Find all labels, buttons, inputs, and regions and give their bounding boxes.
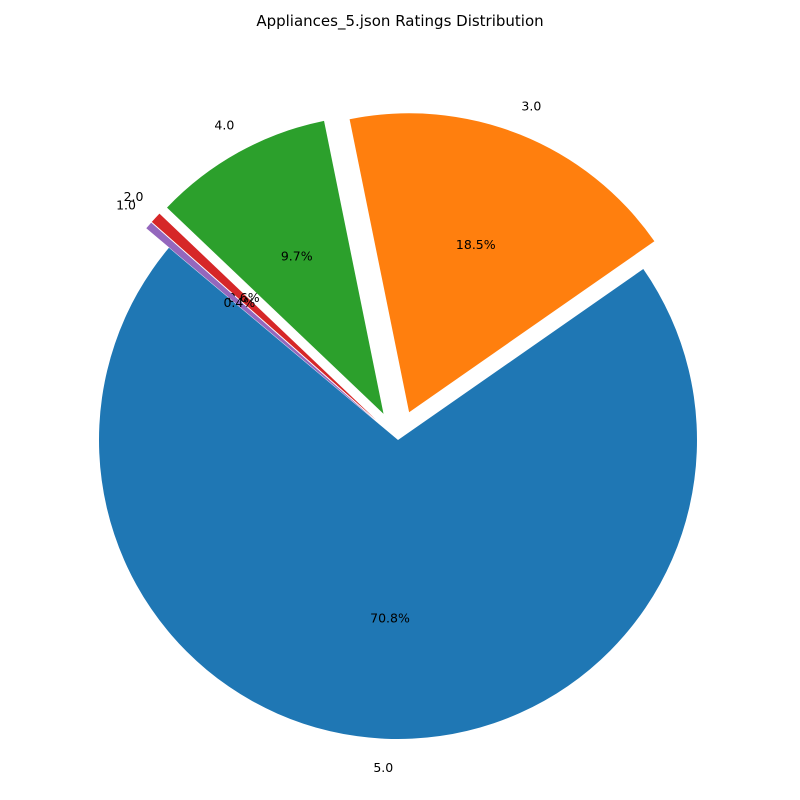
slice-label-1-0: 1.0 <box>116 197 136 212</box>
slice-percent-1-0: 0.4% <box>223 295 255 310</box>
slice-label-5-0: 5.0 <box>373 760 393 775</box>
chart-title: Appliances_5.json Ratings Distribution <box>256 12 544 30</box>
pie-slice-3-0 <box>349 113 655 413</box>
slice-label-2-0: 2.0 <box>124 189 144 204</box>
slice-percent-3-0: 18.5% <box>456 237 496 252</box>
pie-slice-5-0 <box>98 247 698 739</box>
pie-slice-2-0 <box>151 213 376 420</box>
pie-slice-1-0 <box>146 222 376 421</box>
slice-label-4-0: 4.0 <box>214 118 234 133</box>
slice-percent-4-0: 9.7% <box>281 248 313 263</box>
slice-percent-5-0: 70.8% <box>370 611 410 626</box>
pie-slice-4-0 <box>167 120 384 414</box>
slice-label-3-0: 3.0 <box>521 98 541 113</box>
